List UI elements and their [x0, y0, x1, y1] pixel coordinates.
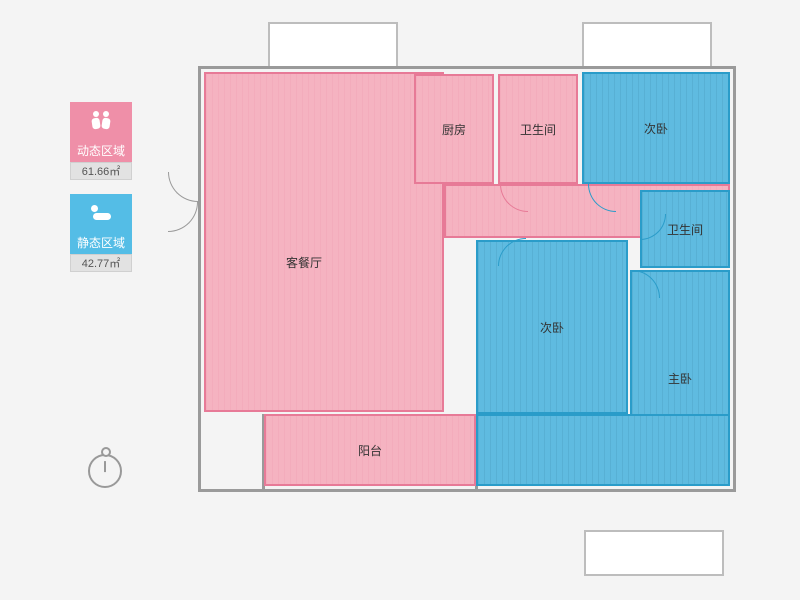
room-label-kitchen: 厨房: [442, 121, 466, 138]
room-label-living: 客餐厅: [286, 254, 322, 271]
floorplan-canvas: 动态区域 61.66㎡ 静态区域 42.77㎡ 客餐厅厨房卫生间阳台次卧卫生间次…: [0, 0, 800, 600]
legend-dynamic: 动态区域 61.66㎡: [70, 102, 132, 180]
room-label-bed2b: 次卧: [540, 319, 564, 336]
room-master_ext: [476, 414, 730, 486]
room-label-master: 主卧: [668, 370, 692, 387]
legend-static-label: 静态区域: [70, 232, 132, 254]
entry-door-1: [168, 202, 198, 232]
legend-dynamic-label: 动态区域: [70, 140, 132, 162]
legend-static: 静态区域 42.77㎡: [70, 194, 132, 272]
plan-area: 客餐厅厨房卫生间阳台次卧卫生间次卧主卧: [198, 22, 768, 578]
legend-dynamic-icon-box: [70, 102, 132, 140]
room-label-bath1: 卫生间: [520, 121, 556, 138]
balcony-bottom-right: [584, 530, 724, 576]
room-kitchen: 厨房: [414, 74, 494, 184]
balcony-top-right: [582, 22, 712, 68]
room-bed2b: 次卧: [476, 240, 628, 414]
people-icon: [89, 111, 113, 131]
room-label-balcony: 阳台: [358, 442, 382, 459]
room-label-bath2: 卫生间: [667, 221, 703, 238]
balcony-top-left: [268, 22, 398, 68]
legend-dynamic-value: 61.66㎡: [70, 162, 132, 180]
entry-door-0: [168, 172, 198, 202]
legend-static-icon-box: [70, 194, 132, 232]
room-balcony: 阳台: [264, 414, 476, 486]
room-living: 客餐厅: [204, 72, 444, 412]
legend: 动态区域 61.66㎡ 静态区域 42.77㎡: [70, 102, 132, 286]
room-bath1: 卫生间: [498, 74, 578, 184]
legend-static-value: 42.77㎡: [70, 254, 132, 272]
compass-icon: [88, 454, 122, 488]
room-label-bed2a: 次卧: [644, 120, 668, 137]
sleep-icon: [89, 205, 113, 221]
room-bed2a: 次卧: [582, 72, 730, 184]
